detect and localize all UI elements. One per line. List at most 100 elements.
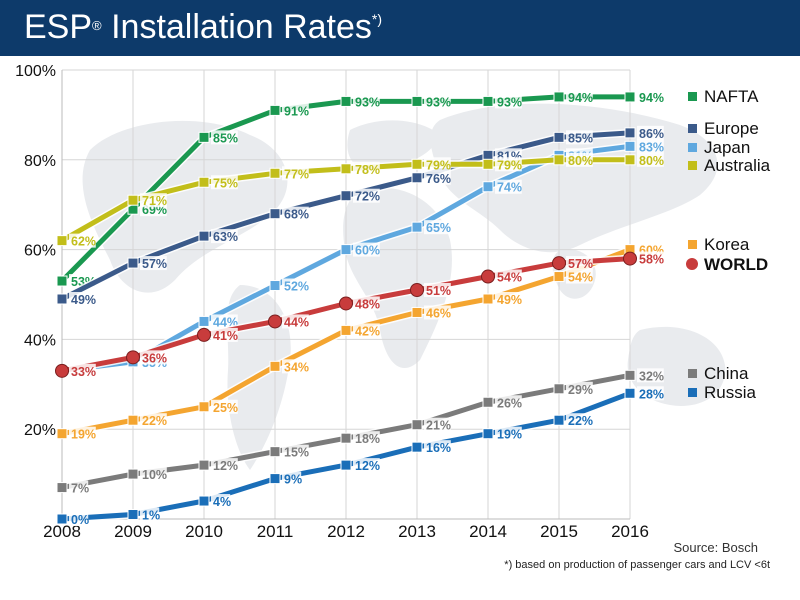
y-tick-label: 100% xyxy=(15,63,56,80)
data-label: 71% xyxy=(142,194,167,208)
data-label: 32% xyxy=(639,369,664,383)
data-label: 80% xyxy=(568,154,593,168)
data-label: 94% xyxy=(568,91,593,105)
data-point xyxy=(126,350,140,365)
data-label-bg xyxy=(140,507,160,522)
legend-marker-nafta xyxy=(688,92,697,101)
data-label-bg xyxy=(353,242,380,257)
data-label: 10% xyxy=(142,468,167,482)
data-label-bg xyxy=(495,179,522,194)
data-label: 63% xyxy=(213,230,238,244)
data-label: 52% xyxy=(284,280,309,294)
data-label: 85% xyxy=(213,131,238,145)
data-point xyxy=(482,95,494,107)
data-point xyxy=(411,419,423,431)
data-label-bg xyxy=(282,206,309,221)
data-label: 12% xyxy=(355,459,380,473)
data-point xyxy=(482,158,494,170)
data-point xyxy=(553,154,565,166)
data-label: 42% xyxy=(355,324,380,338)
data-label: 91% xyxy=(284,104,309,118)
data-label: 36% xyxy=(142,351,167,365)
data-point xyxy=(482,181,494,193)
legend-marker-japan xyxy=(688,143,697,152)
data-label-bg xyxy=(424,417,451,432)
data-label: 34% xyxy=(284,360,309,374)
data-label-bg xyxy=(424,170,451,185)
x-tick-label: 2008 xyxy=(43,522,81,540)
data-point xyxy=(411,95,423,107)
data-label: 49% xyxy=(497,293,522,307)
data-label-bg xyxy=(282,103,309,118)
data-point xyxy=(624,154,636,166)
series-china: 7% 10% 12% 15% 18% 21% 26% 29% 32% xyxy=(56,368,664,496)
data-point xyxy=(624,140,636,152)
data-label-bg xyxy=(69,426,96,441)
data-label-bg xyxy=(424,157,451,172)
data-label-bg xyxy=(282,471,302,486)
y-tick-label: 80% xyxy=(24,153,56,170)
data-label-bg xyxy=(495,94,522,109)
data-label: 54% xyxy=(497,271,522,285)
x-tick-label: 2014 xyxy=(469,522,507,540)
data-label-bg xyxy=(637,152,664,167)
data-label-bg xyxy=(495,269,522,284)
data-label: 79% xyxy=(426,158,451,172)
data-point xyxy=(340,190,352,202)
series-europe: 49%57%63%68%72%76%81%85% 86% xyxy=(56,125,664,307)
data-label: 1% xyxy=(142,509,160,523)
data-label-bg xyxy=(566,269,593,284)
series-nafta: 53%69%85%91%93% 93% 93% 94% 94% xyxy=(56,89,664,289)
series-australia: 62% 71% 75% 77% 78% 79% 79% 80% 80% xyxy=(56,152,664,249)
data-point xyxy=(56,513,68,525)
data-label: 16% xyxy=(426,441,451,455)
data-label-bg xyxy=(637,368,664,383)
data-point xyxy=(411,441,423,453)
title-rest: Installation Rates xyxy=(101,8,372,46)
data-label-bg xyxy=(282,166,309,181)
data-point xyxy=(269,473,281,485)
data-point xyxy=(55,363,69,378)
data-label-bg xyxy=(495,291,522,306)
data-point xyxy=(410,283,424,298)
data-point xyxy=(340,95,352,107)
x-tick-label: 2010 xyxy=(185,522,223,540)
data-point xyxy=(269,167,281,179)
data-point xyxy=(340,324,352,336)
data-label: 9% xyxy=(284,473,302,487)
data-label-bg xyxy=(211,130,238,145)
data-label: 33% xyxy=(71,365,96,379)
title-bar: ESP® Installation Rates*) xyxy=(0,0,800,56)
data-label: 86% xyxy=(639,127,664,141)
data-point xyxy=(411,306,423,318)
legend-label-japan: Japan xyxy=(704,138,750,157)
data-label-bg xyxy=(424,220,451,235)
data-point xyxy=(340,244,352,256)
data-label: 12% xyxy=(213,459,238,473)
y-tick-label: 20% xyxy=(24,422,56,439)
data-label-bg xyxy=(495,395,522,410)
data-point xyxy=(269,208,281,220)
line-chart: 20% 40% 60% 80% 100% 2008 2009 2010 2011 2012 2013… xyxy=(15,63,771,540)
data-label: 51% xyxy=(426,284,451,298)
legend-label-russia: Russia xyxy=(704,383,757,402)
data-label-bg xyxy=(637,139,664,154)
data-label-bg xyxy=(282,444,309,459)
data-label-bg xyxy=(140,256,167,271)
registered-mark: ® xyxy=(92,18,102,33)
data-point xyxy=(198,459,210,471)
y-tick-label: 60% xyxy=(24,243,56,260)
data-label-bg xyxy=(495,157,522,172)
data-point xyxy=(127,509,139,521)
data-label-bg xyxy=(637,89,664,104)
data-point xyxy=(481,269,495,284)
data-point xyxy=(624,127,636,139)
data-label: 19% xyxy=(71,428,96,442)
x-tick-label: 2009 xyxy=(114,522,152,540)
data-label-bg xyxy=(211,399,238,414)
title-main: ESP xyxy=(24,8,93,46)
data-point xyxy=(553,414,565,426)
series-korea: 19% 22% 25% 34% 42% 46% 49% 54% 60% xyxy=(56,242,664,442)
data-label: 78% xyxy=(355,163,380,177)
map-shape-0 xyxy=(82,120,288,293)
